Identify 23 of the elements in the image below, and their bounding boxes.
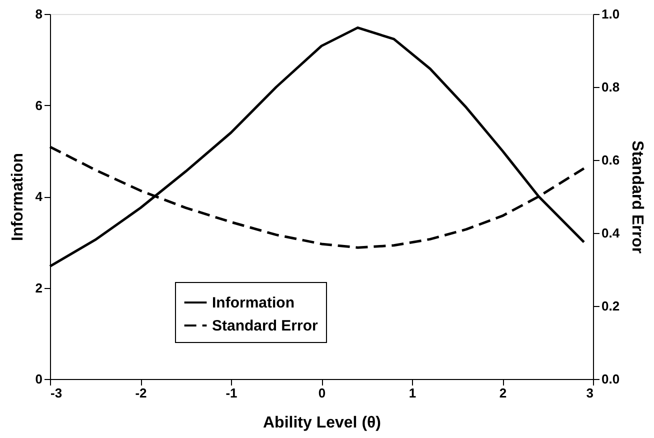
x-tick-label: 2	[499, 386, 507, 400]
x-tick-label: 1	[408, 386, 416, 400]
y2-tick-label: 0.2	[602, 298, 620, 314]
y2-tick-label: 0.4	[602, 226, 620, 240]
y2-tick-label: 0.0	[602, 372, 620, 386]
y-tick-label: 0	[35, 372, 42, 386]
legend-label: Standard Error	[212, 318, 318, 334]
x-tick-label: -2	[135, 386, 147, 400]
y-tick-label: 6	[35, 98, 42, 113]
y-tick-label: 4	[35, 189, 44, 204]
legend-label: Information	[212, 294, 294, 312]
y-tick-label: 2	[35, 280, 42, 296]
y2-axis-title: Standard Error	[628, 140, 646, 254]
x-tick-label: 0	[318, 386, 326, 400]
x-axis-title: Ability Level (θ)	[263, 414, 381, 432]
y-tick-label: 8	[35, 6, 42, 22]
x-tick-label: -3	[50, 386, 62, 400]
x-tick-label: 3	[586, 386, 594, 400]
y2-tick-label: 0.8	[602, 80, 620, 94]
y2-tick-label: 0.6	[602, 152, 620, 168]
x-tick-label: -1	[226, 386, 238, 400]
y-axis-title: Information	[9, 153, 26, 241]
y2-tick-label: 1.0	[602, 6, 620, 22]
